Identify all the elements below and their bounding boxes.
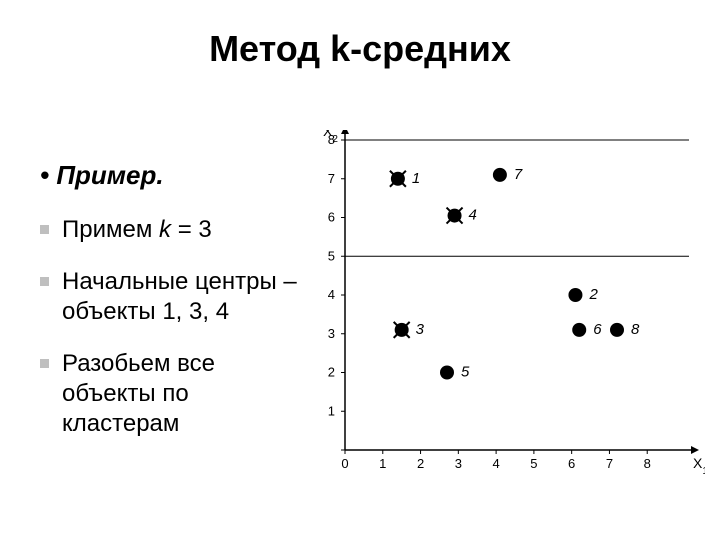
data-point [572, 323, 586, 337]
point-label: 4 [469, 207, 477, 224]
y-tick: 2 [328, 365, 335, 380]
slide: Метод k-средних • Пример. Примем k = 3 Н… [0, 0, 720, 540]
slide-title: Метод k-средних [0, 28, 720, 70]
data-point [440, 366, 454, 380]
point-label: 8 [631, 321, 640, 338]
y-tick: 4 [328, 287, 335, 302]
point-label: 7 [514, 166, 523, 183]
y-tick: 1 [328, 403, 335, 418]
x-tick: 3 [455, 456, 462, 471]
text-column: • Пример. Примем k = 3 Начальные центры … [40, 160, 300, 461]
bullet-1-suffix: = 3 [171, 216, 212, 243]
point-label: 1 [412, 170, 420, 187]
y-tick: 5 [328, 248, 335, 263]
point-label: 5 [461, 364, 470, 381]
bullet-1-prefix: Примем [62, 216, 159, 243]
example-label: Пример [56, 160, 156, 190]
bullet-2: Начальные центры – объекты 1, 3, 4 [40, 267, 300, 327]
point-label: 3 [416, 321, 425, 338]
y-tick: 8 [328, 132, 335, 147]
x-tick: 5 [530, 456, 537, 471]
data-point [610, 323, 624, 337]
bullet-1-var: k [159, 216, 171, 243]
x-tick: 4 [492, 456, 499, 471]
y-tick: 7 [328, 171, 335, 186]
example-heading: • Пример. [40, 160, 300, 191]
x-tick: 8 [644, 456, 651, 471]
y-tick: 6 [328, 210, 335, 225]
y-tick: 3 [328, 326, 335, 341]
x-tick: 6 [568, 456, 575, 471]
data-point [493, 168, 507, 182]
x-tick: 0 [341, 456, 348, 471]
x-axis-label: X1 [693, 455, 705, 477]
scatter-chart: X2X10123456781234567812345678 [305, 130, 705, 490]
x-tick: 7 [606, 456, 613, 471]
x-tick: 2 [417, 456, 424, 471]
bullet-3: Разобьем все объекты по кластерам [40, 349, 300, 439]
x-tick: 1 [379, 456, 386, 471]
point-label: 6 [593, 321, 602, 338]
data-point [568, 288, 582, 302]
bullet-1: Примем k = 3 [40, 215, 300, 245]
point-label: 2 [588, 286, 598, 303]
